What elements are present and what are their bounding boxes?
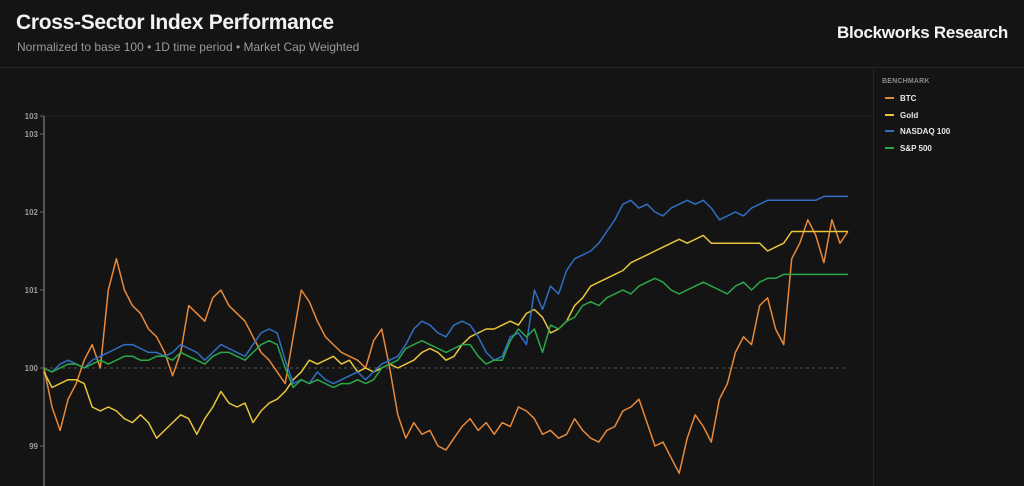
gold-swatch-icon <box>885 114 894 116</box>
series-line-s-p-500 <box>43 273 848 389</box>
legend-item-gold[interactable]: Gold <box>885 109 918 121</box>
y-tick-label: 100 <box>25 364 39 373</box>
legend-label: BTC <box>900 93 917 103</box>
y-tick-label: 102 <box>25 208 39 217</box>
series-line-nasdaq-100 <box>43 195 848 385</box>
line-chart: 103 103 102 101 100 99 <box>0 69 872 486</box>
y-tick-label: 99 <box>29 442 38 451</box>
btc-swatch-icon <box>885 97 894 99</box>
legend-panel: BENCHMARK BTC Gold NASDAQ 100 S&P 500 <box>873 69 1024 486</box>
y-tick-label: 101 <box>25 286 39 295</box>
y-tick-label: 103 <box>25 112 39 121</box>
legend-label: S&P 500 <box>900 143 932 153</box>
legend-title: BENCHMARK <box>882 78 930 85</box>
chart-subtitle: Normalized to base 100 • 1D time period … <box>17 40 360 54</box>
brand-logo-text: Blockworks Research <box>837 23 1008 42</box>
chart-plot-area: 103 103 102 101 100 99 <box>25 112 872 486</box>
legend-label: NASDAQ 100 <box>900 126 951 136</box>
series-line-gold <box>43 230 848 439</box>
nasdaq-swatch-icon <box>885 130 894 132</box>
legend-label: Gold <box>900 110 919 120</box>
chart-title: Cross-Sector Index Performance <box>16 11 334 34</box>
legend-item-nasdaq-100[interactable]: NASDAQ 100 <box>885 125 950 137</box>
legend-item-sp-500[interactable]: S&P 500 <box>885 142 932 154</box>
legend-item-btc[interactable]: BTC <box>885 92 916 104</box>
series-line-btc <box>43 219 849 475</box>
header: Cross-Sector Index Performance Normalize… <box>0 0 1024 68</box>
y-tick-label: 103 <box>25 130 39 139</box>
sp500-swatch-icon <box>885 147 894 149</box>
